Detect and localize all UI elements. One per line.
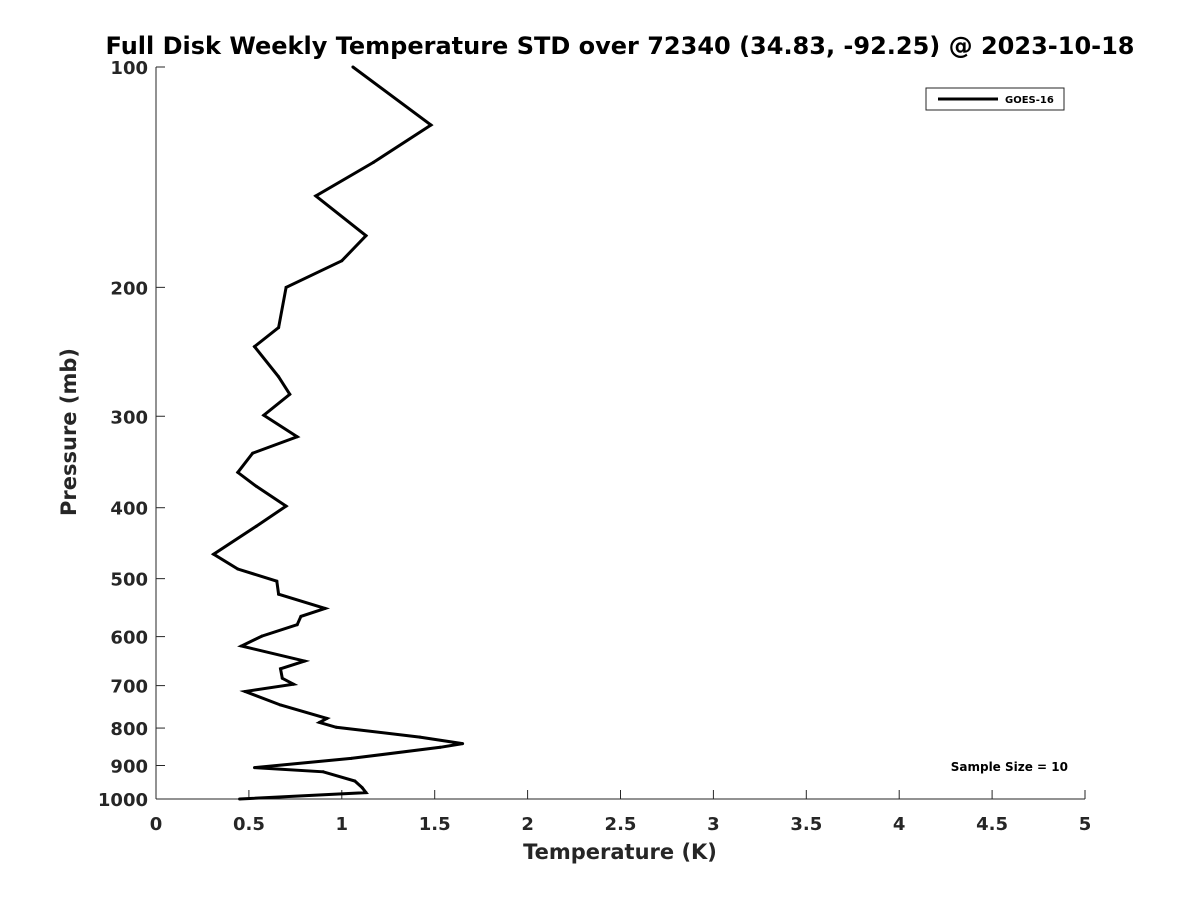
y-axis-label: Pressure (mb) <box>57 348 81 516</box>
data-point <box>295 435 299 439</box>
data-point <box>303 659 307 663</box>
data-point <box>314 194 318 198</box>
data-point <box>279 667 282 671</box>
x-tick-label: 1.5 <box>419 814 451 835</box>
data-point <box>279 703 282 707</box>
data-point <box>323 606 327 610</box>
y-tick-label: 200 <box>110 278 148 299</box>
data-point <box>292 682 295 686</box>
x-tick-label: 0 <box>150 814 163 835</box>
data-point <box>262 413 266 417</box>
data-point <box>349 756 353 760</box>
y-tick-label: 800 <box>110 719 148 740</box>
data-point <box>364 234 368 238</box>
data-point <box>418 735 422 739</box>
data-point <box>461 742 465 746</box>
data-point <box>360 786 364 790</box>
y-tick-label: 700 <box>110 677 148 698</box>
data-point <box>253 345 256 349</box>
data-point <box>277 592 281 596</box>
data-point <box>253 766 256 770</box>
data-point <box>238 797 242 801</box>
data-point <box>260 634 264 638</box>
series-points <box>212 65 465 801</box>
data-point <box>351 65 355 69</box>
data-point <box>429 123 433 127</box>
y-tick-label: 500 <box>110 570 148 591</box>
data-point <box>371 160 375 164</box>
data-point <box>243 690 247 693</box>
data-point <box>364 791 368 795</box>
data-point <box>318 720 321 724</box>
data-point <box>284 504 288 508</box>
data-point <box>353 779 357 783</box>
x-tick-label: 3.5 <box>790 814 822 835</box>
y-tick-label: 600 <box>110 628 148 649</box>
data-point <box>251 451 255 455</box>
y-tick-label: 100 <box>110 58 148 79</box>
x-tick-label: 4.5 <box>976 814 1008 835</box>
legend: GOES-16 <box>925 87 1065 111</box>
series-line-goes-16 <box>210 65 463 801</box>
data-point <box>325 716 329 720</box>
y-tick-label: 900 <box>110 757 148 778</box>
data-point <box>254 524 258 528</box>
x-tick-label: 1 <box>336 814 349 835</box>
data-point <box>277 375 281 379</box>
data-point <box>280 676 284 680</box>
chart-title: Full Disk Weekly Temperature STD over 72… <box>106 32 1135 60</box>
data-point <box>340 259 344 263</box>
data-point <box>284 285 288 289</box>
x-tick-label: 5 <box>1079 814 1092 835</box>
data-point <box>288 392 292 396</box>
sample-size-annotation: Sample Size = 10 <box>951 760 1068 774</box>
data-point <box>254 484 258 488</box>
data-point <box>275 579 279 583</box>
data-point <box>212 552 216 556</box>
data-point <box>438 745 442 749</box>
data-point <box>277 326 281 330</box>
data-point <box>240 644 243 648</box>
data-point <box>295 623 299 627</box>
data-point <box>236 567 240 571</box>
data-point <box>321 770 325 774</box>
x-tick-label: 3 <box>707 814 720 835</box>
data-point <box>334 725 338 729</box>
legend-label-goes-16: GOES-16 <box>1005 95 1054 106</box>
x-tick-label: 2.5 <box>605 814 637 835</box>
data-point <box>299 614 303 618</box>
y-ticks: 100 200 300 400 500 600 700 800 900 1000 <box>98 58 165 811</box>
x-ticks: 0 0.5 1 1.5 2 2.5 3 3.5 4 4.5 5 <box>150 790 1092 835</box>
x-tick-label: 4 <box>893 814 906 835</box>
x-tick-label: 0.5 <box>233 814 265 835</box>
y-tick-label: 1000 <box>98 790 148 811</box>
data-point <box>236 470 240 474</box>
y-tick-label: 300 <box>110 407 148 428</box>
y-tick-label: 400 <box>110 499 148 520</box>
x-tick-label: 2 <box>521 814 534 835</box>
x-axis-label: Temperature (K) <box>523 840 717 864</box>
